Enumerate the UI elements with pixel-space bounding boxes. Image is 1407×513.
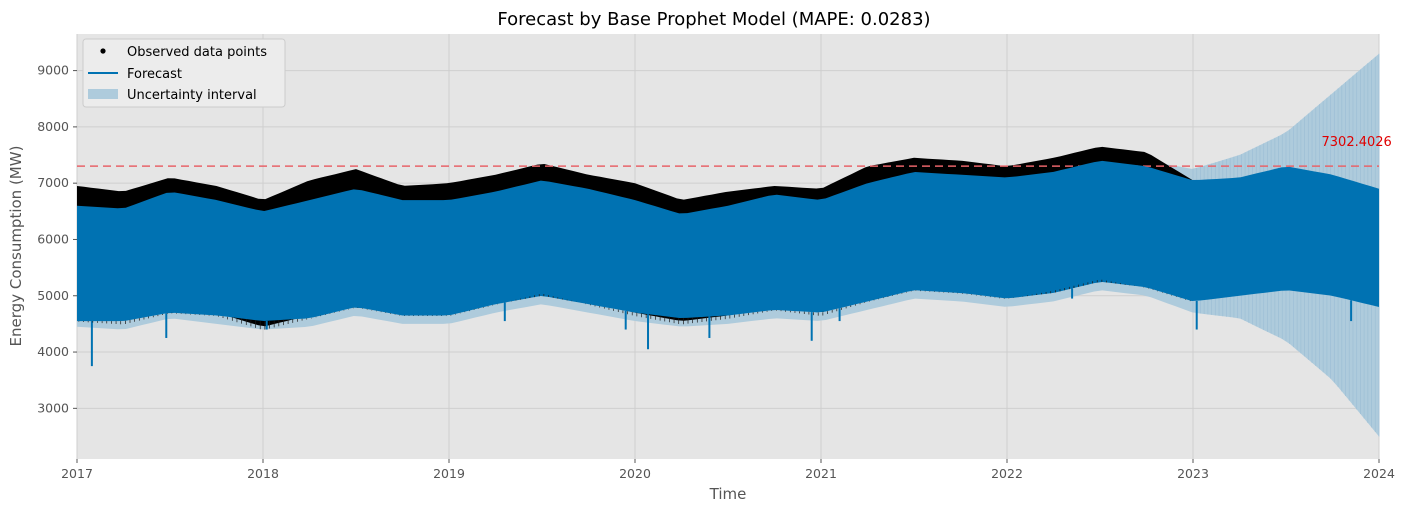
x-tick-label: 2024 bbox=[1363, 466, 1395, 481]
legend-forecast-label: Forecast bbox=[127, 67, 182, 82]
x-axis-ticks: 2017 2018 2019 2020 2021 2022 2023 2024 bbox=[61, 459, 1395, 481]
legend-uncertainty-swatch bbox=[88, 89, 118, 99]
legend-frame bbox=[82, 38, 286, 108]
forecast-area bbox=[77, 160, 1379, 322]
legend-observed-label: Observed data points bbox=[127, 45, 267, 60]
y-tick-label: 6000 bbox=[37, 231, 69, 246]
legend-observed-marker bbox=[100, 48, 106, 54]
y-axis-ticks: 3000 4000 5000 6000 7000 8000 9000 bbox=[37, 63, 77, 415]
y-tick-label: 9000 bbox=[37, 63, 69, 78]
legend-uncertainty-label: Uncertainty interval bbox=[127, 88, 257, 103]
holiday-dips bbox=[90, 288, 1353, 367]
x-tick-label: 2018 bbox=[247, 466, 279, 481]
x-tick-label: 2023 bbox=[1177, 466, 1209, 481]
forecast-series bbox=[77, 160, 1379, 330]
chart-title: Forecast by Base Prophet Model (MAPE: 0.… bbox=[497, 9, 930, 30]
y-tick-label: 4000 bbox=[37, 344, 69, 359]
y-tick-label: 5000 bbox=[37, 288, 69, 303]
y-axis-label: Energy Consumption (MW) bbox=[7, 146, 25, 347]
x-tick-label: 2021 bbox=[805, 466, 837, 481]
reference-line-label: 7302.4026 bbox=[1322, 135, 1392, 150]
y-tick-label: 8000 bbox=[37, 119, 69, 134]
x-axis-label: Time bbox=[709, 485, 747, 503]
reference-line-group: 7302.4026 bbox=[77, 135, 1392, 167]
y-tick-label: 7000 bbox=[37, 175, 69, 190]
x-tick-label: 2020 bbox=[619, 466, 651, 481]
x-tick-label: 2022 bbox=[991, 466, 1023, 481]
plot-area: 7302.4026 bbox=[76, 34, 1392, 459]
legend: Observed data points Forecast Uncertaint… bbox=[82, 38, 286, 108]
x-tick-label: 2019 bbox=[433, 466, 465, 481]
x-tick-label: 2017 bbox=[61, 466, 93, 481]
y-tick-label: 3000 bbox=[37, 400, 69, 415]
